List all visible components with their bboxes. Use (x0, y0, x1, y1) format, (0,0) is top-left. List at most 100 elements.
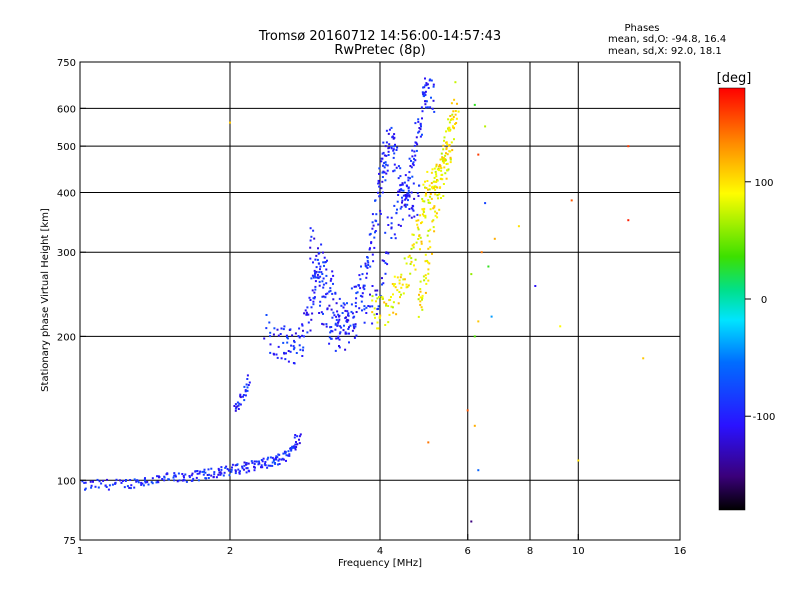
data-point (144, 480, 147, 483)
data-point (443, 159, 446, 162)
data-point (301, 323, 304, 326)
data-point (348, 332, 350, 335)
data-point (312, 303, 315, 306)
data-point (432, 219, 435, 222)
data-point (181, 473, 184, 475)
data-point (260, 464, 263, 467)
data-point (280, 357, 283, 360)
data-point (155, 481, 158, 484)
data-point (338, 314, 341, 317)
data-point (429, 193, 432, 195)
data-point (260, 459, 263, 461)
data-point (344, 332, 347, 335)
data-point (336, 324, 339, 327)
data-point (409, 177, 411, 180)
data-point (367, 305, 370, 307)
data-point (266, 458, 269, 461)
data-point (390, 146, 393, 148)
data-point (343, 303, 346, 306)
data-point (419, 296, 422, 299)
data-point (384, 231, 387, 234)
data-point (412, 161, 415, 164)
data-point (310, 306, 313, 309)
data-point (285, 454, 288, 457)
data-point (237, 468, 240, 471)
data-point (303, 312, 306, 315)
data-point (352, 325, 355, 328)
data-point (298, 442, 301, 445)
data-point (106, 478, 108, 481)
data-point (278, 463, 281, 465)
data-point (120, 481, 123, 484)
data-point (408, 195, 411, 198)
data-point (401, 283, 404, 286)
data-point (343, 324, 345, 327)
data-point (401, 201, 403, 204)
data-point (417, 118, 420, 121)
data-point (358, 274, 361, 277)
data-point (231, 466, 233, 469)
data-point (166, 472, 169, 475)
data-point (412, 164, 415, 167)
data-point (375, 300, 377, 303)
data-point (94, 485, 97, 488)
data-point (413, 264, 415, 267)
data-point (316, 258, 319, 261)
data-point (312, 300, 315, 303)
data-point (248, 381, 251, 384)
data-point (411, 244, 414, 247)
data-point (559, 325, 562, 328)
data-point (406, 194, 409, 197)
data-point (231, 463, 234, 466)
data-point (441, 156, 444, 159)
data-point (298, 327, 301, 330)
data-point (386, 216, 389, 219)
data-point (319, 275, 322, 278)
data-point (337, 337, 339, 340)
data-point (371, 299, 374, 302)
data-point (384, 145, 387, 148)
data-point (246, 467, 249, 470)
data-point (453, 127, 455, 130)
data-point (423, 86, 426, 89)
data-point (445, 148, 448, 151)
data-point (401, 196, 403, 199)
data-point (326, 259, 328, 262)
data-point (400, 205, 403, 208)
data-point (291, 445, 294, 448)
data-point (408, 254, 411, 257)
data-point (397, 165, 400, 168)
data-point (302, 349, 304, 352)
data-point (195, 476, 198, 479)
x-tick-label: 2 (227, 546, 233, 557)
data-point (307, 321, 310, 324)
data-point (283, 325, 286, 328)
data-point (473, 424, 476, 427)
data-point (295, 352, 298, 354)
data-point (418, 130, 421, 133)
data-point (337, 313, 340, 316)
data-point (433, 230, 436, 233)
x-tick-label: 4 (377, 546, 383, 557)
data-point (271, 464, 274, 467)
data-point (407, 256, 410, 258)
data-point (428, 262, 431, 265)
data-point (418, 184, 421, 187)
data-point (332, 274, 335, 277)
data-point (477, 469, 480, 472)
data-point (274, 456, 277, 459)
data-point (136, 479, 139, 482)
data-point (242, 394, 245, 396)
data-point (415, 136, 418, 139)
data-point (419, 214, 422, 217)
data-point (141, 482, 144, 485)
data-point (393, 275, 396, 278)
data-point (258, 460, 260, 463)
data-point (325, 282, 328, 285)
data-point (445, 141, 448, 144)
data-point (227, 469, 230, 472)
data-point (435, 175, 438, 178)
data-point (304, 309, 307, 312)
data-point (277, 463, 279, 466)
data-point (313, 296, 316, 299)
